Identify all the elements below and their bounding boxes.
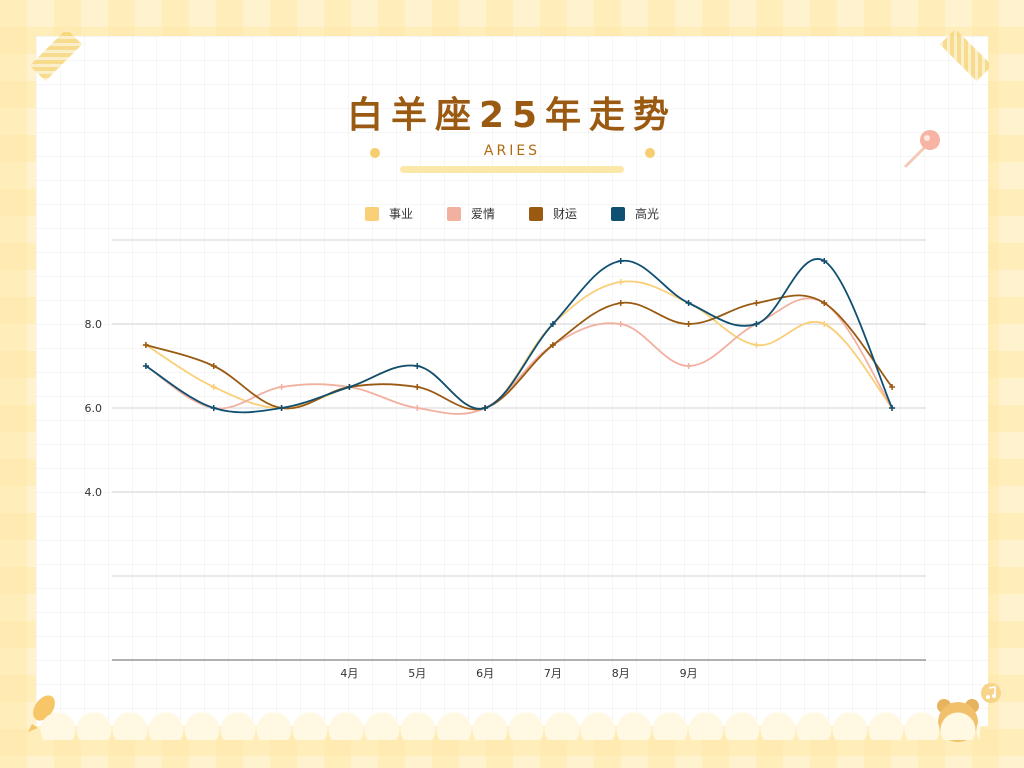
legend-swatch xyxy=(529,206,543,221)
data-point xyxy=(278,384,285,390)
data-point xyxy=(821,300,828,306)
subtitle-underline xyxy=(400,166,624,173)
data-point xyxy=(753,321,760,327)
lollipop-icon xyxy=(900,126,950,174)
legend-label: 财运 xyxy=(553,207,578,221)
data-point xyxy=(414,405,421,411)
x-tick-label: 9月 xyxy=(680,667,698,680)
data-point xyxy=(142,342,149,348)
y-tick-label: 8.0 xyxy=(85,318,103,331)
subtitle-dot-left xyxy=(370,148,380,158)
data-point xyxy=(617,300,624,306)
data-point xyxy=(549,321,556,327)
data-point xyxy=(549,342,556,348)
legend-label: 事业 xyxy=(388,207,413,221)
data-point xyxy=(617,279,624,285)
series-line xyxy=(145,258,893,414)
data-point xyxy=(482,405,489,411)
legend: 事业 爱情 财运 高光 xyxy=(0,205,1024,222)
subtitle-dot-right xyxy=(645,148,655,158)
data-point xyxy=(821,258,828,264)
data-point xyxy=(414,363,421,369)
data-point xyxy=(210,384,217,390)
chart-title: 白羊座25年走势 xyxy=(346,95,678,136)
x-tick-label: 7月 xyxy=(544,667,562,680)
data-point xyxy=(753,342,760,348)
legend-item-highlight[interactable]: 高光 xyxy=(611,205,659,222)
legend-swatch xyxy=(364,206,379,221)
scalloped-border xyxy=(40,712,980,740)
data-point xyxy=(753,300,760,306)
data-point xyxy=(685,363,692,369)
data-point xyxy=(617,258,624,264)
data-point xyxy=(889,405,896,411)
data-point xyxy=(617,321,624,327)
legend-item-wealth[interactable]: 财运 xyxy=(529,205,577,222)
data-point xyxy=(210,363,217,369)
legend-item-love[interactable]: 爱情 xyxy=(446,205,495,222)
data-point xyxy=(685,300,692,306)
chart-subtitle: ARIES xyxy=(483,143,541,159)
data-point xyxy=(346,384,353,390)
legend-swatch xyxy=(611,206,626,221)
x-tick-label: 4月 xyxy=(340,667,358,680)
legend-label: 高光 xyxy=(635,207,660,221)
x-tick-label: 5月 xyxy=(408,667,426,680)
y-tick-label: 6.0 xyxy=(85,402,103,415)
x-tick-label: 8月 xyxy=(612,667,630,680)
data-point xyxy=(414,384,421,390)
data-point xyxy=(142,363,149,369)
x-tick-label: 6月 xyxy=(476,667,494,680)
data-point xyxy=(210,405,217,411)
y-tick-label: 4.0 xyxy=(85,486,103,499)
data-point xyxy=(821,321,828,327)
music-note-icon xyxy=(980,682,1002,708)
data-point xyxy=(889,384,896,390)
legend-item-career[interactable]: 事业 xyxy=(364,205,413,222)
legend-swatch xyxy=(446,206,461,221)
series-line xyxy=(145,294,893,411)
legend-label: 爱情 xyxy=(470,207,495,221)
data-point xyxy=(278,405,285,411)
series-line xyxy=(145,297,893,415)
data-point xyxy=(685,321,692,327)
